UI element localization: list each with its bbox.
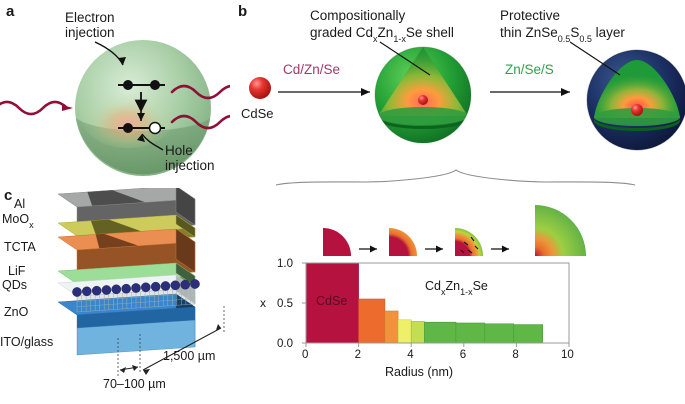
svg-text:Al: Al	[14, 197, 25, 211]
svg-text:0.5: 0.5	[277, 298, 293, 310]
svg-text:Radius (nm): Radius (nm)	[385, 365, 453, 379]
svg-text:0: 0	[302, 349, 308, 361]
svg-text:4: 4	[407, 349, 414, 361]
svg-text:8: 8	[512, 349, 518, 361]
svg-text:6: 6	[460, 349, 466, 361]
svg-text:thin ZnSe0.5S0.5 layer: thin ZnSe0.5S0.5 layer	[500, 25, 625, 44]
svg-text:10: 10	[561, 349, 574, 361]
svg-text:Zn/Se/S: Zn/Se/S	[505, 62, 554, 77]
svg-text:Compositionally: Compositionally	[310, 8, 406, 23]
svg-text:MoOx: MoOx	[2, 212, 34, 230]
svg-text:Cd/Zn/Se: Cd/Zn/Se	[283, 62, 340, 77]
svg-text:QDs: QDs	[2, 278, 27, 292]
svg-text:Protective: Protective	[500, 8, 560, 23]
svg-text:70–100 µm: 70–100 µm	[103, 377, 166, 391]
svg-text:ZnO: ZnO	[4, 305, 29, 319]
svg-text:1.0: 1.0	[277, 258, 293, 270]
svg-text:2: 2	[355, 349, 361, 361]
svg-text:1,500 µm: 1,500 µm	[163, 349, 215, 363]
svg-text:injection: injection	[65, 25, 115, 40]
svg-text:graded CdxZn1-xSe shell: graded CdxZn1-xSe shell	[310, 25, 454, 44]
svg-text:injection: injection	[165, 158, 215, 173]
svg-text:Hole: Hole	[165, 143, 193, 158]
svg-text:LiF: LiF	[8, 264, 26, 278]
svg-text:Electron: Electron	[65, 10, 115, 25]
svg-text:x: x	[260, 296, 266, 310]
svg-text:CdxZn1-xSe: CdxZn1-xSe	[425, 279, 488, 297]
svg-text:CdSe: CdSe	[316, 294, 347, 308]
svg-text:0.0: 0.0	[277, 338, 293, 350]
svg-text:CdSe: CdSe	[241, 106, 274, 121]
svg-text:ITO/glass: ITO/glass	[0, 335, 53, 349]
svg-text:TCTA: TCTA	[4, 240, 36, 254]
